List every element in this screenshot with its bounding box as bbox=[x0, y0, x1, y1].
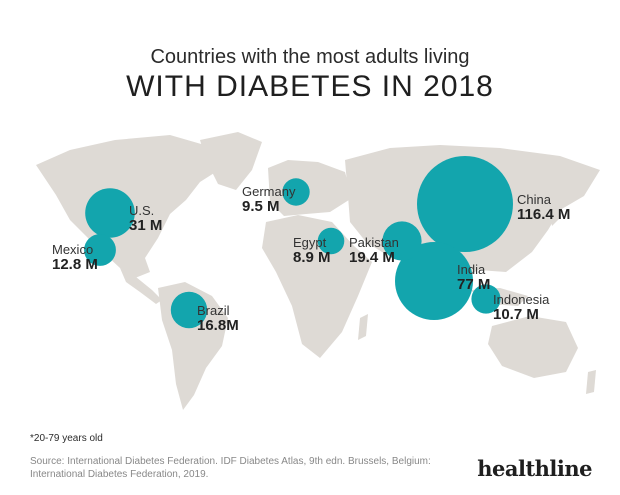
label-germany-value: 9.5 M bbox=[242, 198, 280, 215]
bubble-mexico bbox=[84, 234, 116, 266]
bubble-egypt bbox=[317, 227, 345, 255]
bubble-us bbox=[85, 188, 135, 238]
map-title: WITH DIABETES IN 2018 bbox=[126, 70, 494, 103]
label-brazil-name: Brazil bbox=[197, 303, 230, 318]
label-us-value: 31 M bbox=[129, 217, 163, 234]
label-pakistan-value: 19.4 M bbox=[349, 249, 395, 266]
madagascar-land bbox=[358, 314, 368, 340]
bubble-germany bbox=[282, 178, 310, 206]
greenland-land bbox=[200, 132, 262, 190]
bubble-china bbox=[417, 156, 513, 252]
label-india-value: 77 M bbox=[457, 276, 491, 293]
bubble-indonesia bbox=[471, 284, 501, 314]
australia-land bbox=[488, 316, 578, 378]
bubble-layer bbox=[84, 156, 513, 329]
bubble-brazil bbox=[170, 291, 208, 329]
label-brazil-value: 16.8M bbox=[197, 317, 239, 334]
new-zealand-land bbox=[586, 370, 596, 394]
map-subtitle: Countries with the most adults living bbox=[150, 46, 470, 68]
healthline-logo: healthline bbox=[477, 456, 592, 481]
bubble-india bbox=[395, 242, 473, 320]
label-us-name: U.S. bbox=[129, 203, 155, 218]
source-citation: Source: International Diabetes Federatio… bbox=[30, 456, 431, 480]
label-china-value: 116.4 M bbox=[517, 206, 571, 223]
label-mexico-name: Mexico bbox=[52, 242, 94, 257]
label-indonesia-name: Indonesia bbox=[493, 292, 550, 307]
japan-land bbox=[548, 196, 560, 226]
label-egypt-value: 8.9 M bbox=[293, 249, 331, 266]
central-america-land bbox=[120, 268, 162, 304]
label-india-name: India bbox=[457, 262, 486, 277]
label-china-name: China bbox=[517, 192, 551, 207]
label-germany-name: Germany bbox=[242, 184, 296, 199]
label-egypt-name: Egypt bbox=[293, 235, 327, 250]
label-mexico-value: 12.8 M bbox=[52, 256, 98, 273]
africa-land bbox=[262, 215, 372, 358]
label-pakistan-name: Pakistan bbox=[349, 235, 399, 250]
world-landmass bbox=[36, 132, 600, 410]
age-footnote: *20-79 years old bbox=[30, 433, 103, 444]
bubble-pakistan bbox=[382, 221, 422, 261]
label-indonesia-value: 10.7 M bbox=[493, 306, 539, 323]
